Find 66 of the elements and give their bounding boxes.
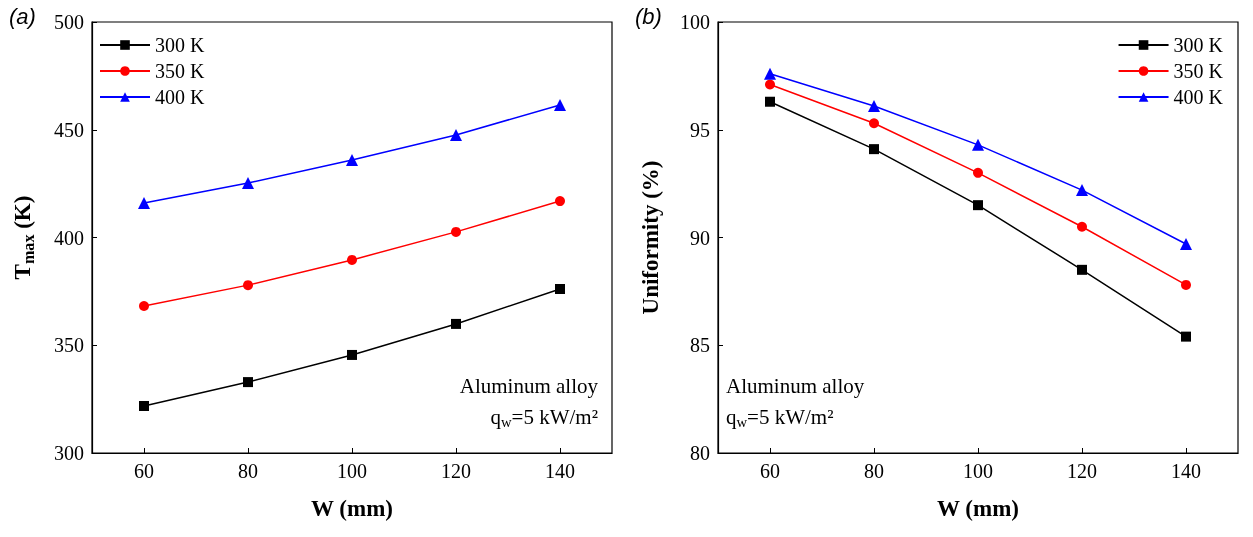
- x-tick-label: 80: [238, 460, 258, 482]
- legend-label: 300 K: [155, 34, 205, 56]
- point: [869, 118, 879, 129]
- x-tick-label: 60: [760, 460, 780, 482]
- point: [973, 200, 983, 211]
- point: [1077, 264, 1087, 275]
- legend-label: 400 K: [155, 86, 205, 108]
- point: [868, 100, 880, 113]
- y-axis-title: Tmax (K): [10, 195, 37, 280]
- y-tick-label: 500: [54, 11, 84, 33]
- point: [347, 254, 357, 265]
- x-axis-title: W (mm): [311, 496, 393, 521]
- point: [765, 96, 775, 107]
- point: [1180, 237, 1192, 250]
- point: [1077, 221, 1087, 232]
- y-tick-label: 85: [690, 334, 710, 357]
- legend-label: 300 K: [1173, 34, 1224, 56]
- x-tick-label: 140: [1171, 460, 1201, 482]
- x-tick-label: 80: [864, 460, 884, 482]
- y-tick-label: 350: [54, 334, 84, 357]
- x-tick-label: 60: [134, 460, 154, 482]
- point: [451, 226, 461, 237]
- point: [243, 377, 253, 388]
- y-tick-label: 80: [690, 442, 710, 464]
- legend-label: 350 K: [155, 60, 205, 82]
- x-tick-label: 120: [1067, 460, 1097, 482]
- legend-label: 400 K: [1173, 86, 1224, 108]
- annotation: Aluminum alloy: [459, 373, 599, 398]
- point: [554, 98, 566, 111]
- point: [139, 401, 149, 412]
- point: [139, 301, 149, 312]
- y-tick-label: 400: [54, 226, 84, 249]
- point: [451, 318, 461, 329]
- point: [973, 167, 983, 178]
- point: [1181, 331, 1191, 342]
- y-tick-label: 95: [690, 118, 710, 141]
- y-tick-label: 100: [680, 11, 710, 33]
- x-tick-label: 120: [441, 460, 471, 482]
- x-tick-label: 140: [545, 460, 575, 482]
- point: [1181, 279, 1191, 290]
- chart-title: (b): [635, 3, 662, 29]
- point: [972, 138, 984, 151]
- point: [347, 349, 357, 360]
- point: [555, 284, 565, 294]
- point: [242, 176, 254, 189]
- legend-label: 350 K: [1173, 60, 1224, 82]
- chart-title: (a): [9, 3, 36, 29]
- y-tick-label: 90: [690, 226, 710, 249]
- annotation: qw=5 kW/m²: [726, 405, 834, 431]
- x-tick-label: 100: [337, 460, 367, 482]
- point: [555, 196, 565, 207]
- point: [869, 144, 879, 155]
- point: [450, 128, 462, 141]
- point: [765, 79, 775, 90]
- point: [243, 280, 253, 291]
- y-axis-title: Uniformity (%): [638, 160, 663, 315]
- y-tick-label: 450: [54, 118, 84, 141]
- x-axis-title: W (mm): [937, 496, 1019, 521]
- point: [1076, 184, 1088, 197]
- x-tick-label: 100: [963, 460, 993, 482]
- y-tick-label: 300: [54, 442, 84, 464]
- point: [346, 153, 358, 166]
- annotation: qw=5 kW/m²: [490, 405, 599, 431]
- annotation: Aluminum alloy: [726, 373, 865, 398]
- point: [138, 197, 150, 210]
- point: [764, 67, 776, 80]
